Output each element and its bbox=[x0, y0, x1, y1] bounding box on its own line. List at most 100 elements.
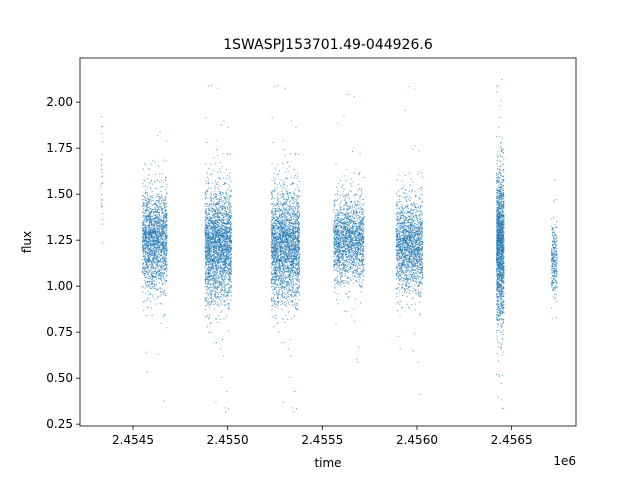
data-point bbox=[142, 231, 144, 233]
data-point bbox=[143, 253, 145, 255]
data-point bbox=[207, 244, 209, 246]
data-point bbox=[159, 223, 161, 225]
data-point bbox=[212, 250, 214, 252]
data-point bbox=[148, 229, 150, 231]
data-point bbox=[151, 210, 153, 212]
data-point bbox=[295, 264, 297, 266]
data-point bbox=[294, 294, 296, 296]
data-point bbox=[292, 254, 294, 256]
data-point bbox=[216, 268, 218, 270]
data-point bbox=[165, 265, 167, 267]
data-point bbox=[161, 243, 163, 245]
data-point bbox=[157, 237, 159, 239]
data-point bbox=[147, 186, 149, 188]
data-point bbox=[149, 252, 151, 254]
data-point bbox=[217, 208, 219, 210]
data-point bbox=[155, 221, 157, 223]
data-point bbox=[205, 196, 207, 198]
data-point bbox=[146, 299, 148, 301]
data-point bbox=[151, 276, 153, 278]
data-point bbox=[149, 247, 151, 249]
data-point bbox=[207, 239, 209, 241]
data-point bbox=[145, 273, 147, 275]
data-point bbox=[210, 219, 212, 221]
data-point bbox=[144, 233, 146, 235]
data-point bbox=[284, 266, 286, 268]
data-point bbox=[224, 261, 226, 263]
data-point bbox=[228, 264, 230, 266]
data-point bbox=[212, 270, 214, 272]
data-point bbox=[144, 250, 146, 252]
data-point bbox=[219, 300, 221, 302]
data-point bbox=[205, 198, 206, 200]
data-point bbox=[144, 276, 146, 278]
data-point bbox=[149, 260, 151, 262]
data-point bbox=[164, 293, 166, 295]
data-point bbox=[161, 227, 163, 229]
data-point bbox=[220, 244, 222, 246]
data-point bbox=[161, 227, 163, 229]
data-point bbox=[156, 232, 158, 234]
data-point bbox=[210, 294, 212, 296]
data-point bbox=[207, 226, 209, 228]
data-point bbox=[286, 268, 288, 270]
data-point bbox=[280, 197, 282, 199]
data-point bbox=[228, 252, 230, 254]
data-point bbox=[279, 234, 281, 236]
data-point bbox=[224, 209, 226, 211]
data-point bbox=[214, 250, 216, 252]
data-point bbox=[212, 204, 214, 206]
data-point bbox=[151, 237, 153, 239]
data-point bbox=[148, 266, 150, 268]
data-point bbox=[212, 221, 214, 223]
data-point bbox=[214, 261, 216, 263]
data-point bbox=[152, 230, 154, 232]
data-point bbox=[151, 243, 153, 245]
data-point bbox=[217, 247, 219, 249]
data-point bbox=[165, 224, 167, 226]
data-point bbox=[222, 213, 224, 214]
data-point bbox=[159, 278, 161, 280]
data-point bbox=[205, 279, 207, 281]
data-point bbox=[228, 261, 230, 263]
data-point bbox=[165, 256, 167, 258]
data-point bbox=[284, 321, 286, 323]
data-point bbox=[205, 293, 207, 295]
data-point bbox=[147, 218, 149, 220]
data-point bbox=[218, 228, 220, 230]
data-point bbox=[162, 276, 164, 278]
data-point bbox=[294, 290, 296, 292]
data-point bbox=[150, 242, 152, 244]
data-point bbox=[164, 289, 166, 291]
data-point bbox=[210, 236, 212, 238]
data-point bbox=[221, 235, 223, 237]
data-point bbox=[217, 246, 219, 248]
data-point bbox=[152, 226, 154, 228]
data-point bbox=[145, 220, 147, 222]
data-point bbox=[216, 252, 218, 254]
data-point bbox=[163, 251, 165, 253]
data-point bbox=[164, 207, 166, 209]
data-point bbox=[214, 262, 216, 264]
data-point bbox=[223, 225, 225, 227]
data-point bbox=[206, 203, 208, 205]
data-point bbox=[230, 216, 232, 218]
data-point bbox=[210, 207, 212, 209]
data-point bbox=[156, 244, 158, 246]
data-point bbox=[293, 282, 295, 284]
data-point bbox=[213, 231, 215, 233]
data-point bbox=[163, 249, 165, 251]
data-point bbox=[151, 211, 153, 212]
data-point bbox=[157, 250, 159, 252]
data-point bbox=[289, 257, 291, 259]
data-point bbox=[228, 290, 230, 292]
data-point bbox=[210, 235, 212, 237]
data-point bbox=[278, 270, 280, 272]
data-point bbox=[229, 274, 231, 276]
data-point bbox=[142, 227, 144, 229]
data-point bbox=[220, 239, 222, 241]
data-point bbox=[285, 188, 287, 190]
data-point bbox=[217, 219, 219, 221]
data-point bbox=[162, 290, 164, 292]
data-point bbox=[221, 256, 223, 258]
